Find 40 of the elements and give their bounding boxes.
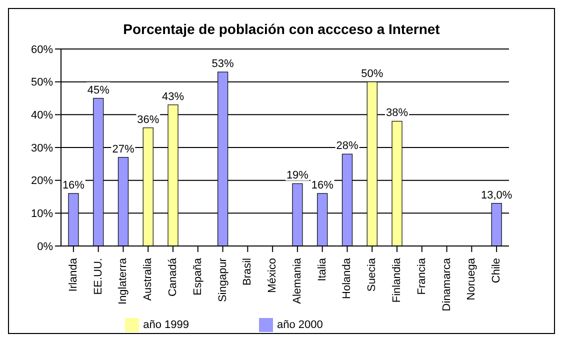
y-tick-label: 10%	[30, 208, 54, 220]
x-tick-label: Inglaterra	[117, 257, 130, 304]
x-tick-label: Irlanda	[67, 257, 80, 292]
data-label: 45%	[87, 84, 110, 96]
x-tick-label: Francia	[416, 257, 428, 295]
y-tick-label: 0%	[37, 240, 54, 253]
x-tick-label: Italia	[316, 257, 328, 282]
x-tick-label: Australia	[142, 257, 154, 301]
x-tick-label: Brasil	[242, 258, 254, 286]
data-label: 36%	[137, 114, 160, 126]
x-tick-label: Canadá	[167, 257, 179, 297]
data-label: 50%	[361, 68, 384, 80]
x-tick-label: Alemania	[291, 257, 304, 304]
data-label: 53%	[212, 58, 234, 70]
x-tick-label: México	[266, 258, 279, 293]
x-tick-label: Singapur	[216, 258, 229, 302]
x-tick-label: Suecia	[366, 257, 378, 292]
data-label: 16%	[311, 179, 334, 192]
data-label: 16%	[62, 179, 85, 192]
x-tick-label: Dinamarca	[440, 257, 453, 312]
data-label: 27%	[112, 143, 134, 156]
data-label: 38%	[386, 107, 408, 120]
x-tick-label: España	[192, 257, 204, 296]
y-tick-label: 50%	[30, 76, 54, 89]
data-label: 43%	[162, 90, 184, 103]
y-tick-label: 40%	[30, 110, 54, 122]
data-label: 19%	[286, 170, 309, 182]
y-tick-label: 20%	[30, 175, 54, 188]
x-tick-label: EE.UU.	[92, 258, 104, 295]
legend-label: año 1999	[143, 318, 189, 331]
data-label: 28%	[336, 140, 358, 152]
data-label: 13,0%	[480, 189, 512, 202]
y-tick-label: 60%	[30, 44, 54, 56]
x-tick-label: Finlandia	[391, 257, 403, 303]
x-tick-label: Noruega	[466, 257, 478, 300]
x-tick-label: Holanda	[341, 257, 354, 299]
chart-title: Porcentaje de población con accceso a Internet	[122, 21, 441, 37]
x-tick-label: Chile	[490, 258, 503, 284]
y-tick-label: 30%	[30, 142, 54, 154]
legend-label: año 2000	[277, 318, 323, 331]
